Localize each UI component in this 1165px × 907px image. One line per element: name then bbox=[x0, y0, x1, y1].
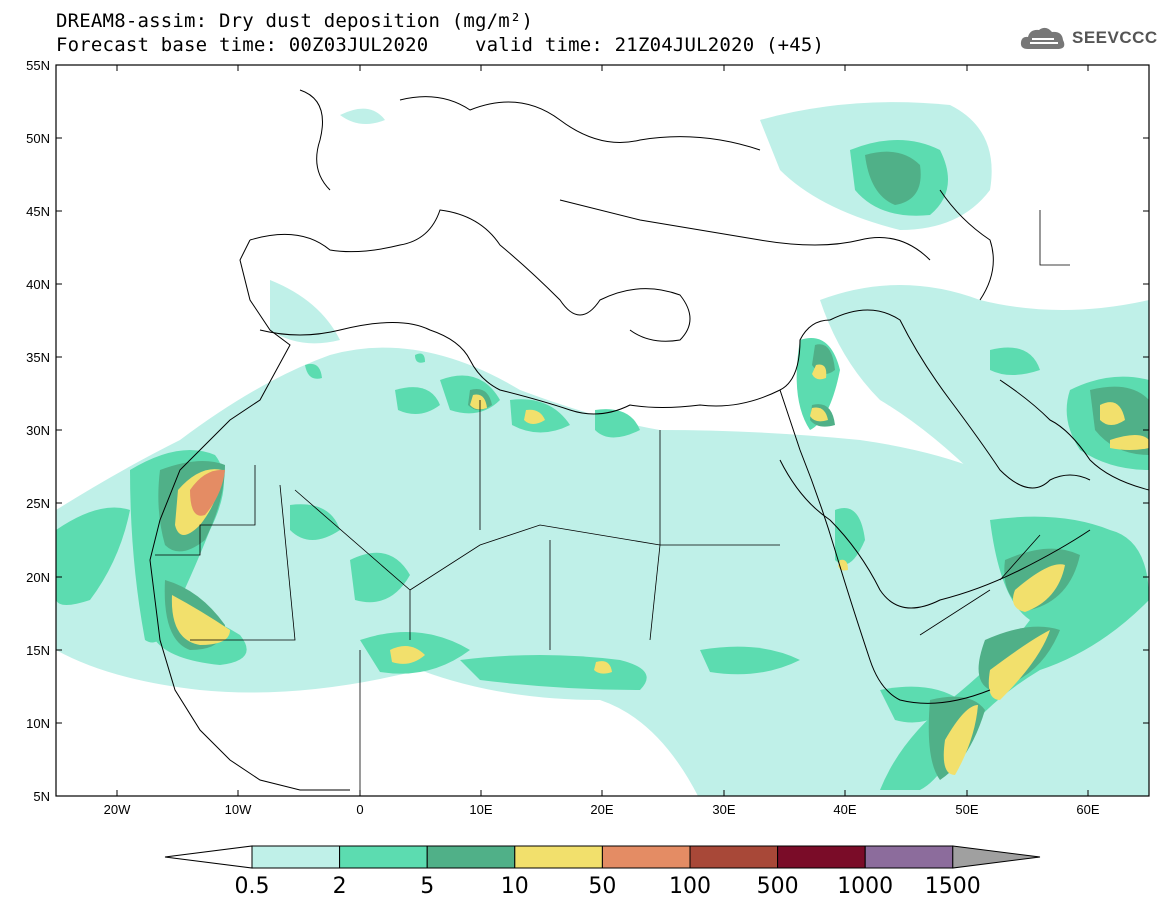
colorbar-label: 10 bbox=[501, 874, 529, 899]
lat-labels: 55N 50N 45N 40N 35N 30N 25N 20N 15N 10N … bbox=[26, 58, 50, 804]
colorbar-label: 500 bbox=[757, 874, 799, 899]
colorbar-low-arrow bbox=[164, 845, 253, 869]
colorbar-label: 2 bbox=[333, 874, 347, 899]
lon-label: 10W bbox=[225, 802, 252, 817]
colorbar-swatch bbox=[514, 845, 603, 869]
colorbar-swatch bbox=[689, 845, 779, 869]
colorbar-high-arrow bbox=[952, 845, 1041, 869]
colorbar-label: 50 bbox=[588, 874, 616, 899]
lat-label: 30N bbox=[26, 423, 50, 438]
lat-label: 15N bbox=[26, 643, 50, 658]
colorbar-swatch bbox=[426, 845, 516, 869]
colorbar-swatch bbox=[864, 845, 954, 869]
logo-text: SEEVCCC bbox=[1072, 28, 1158, 47]
lat-label: 35N bbox=[26, 350, 50, 365]
lat-label: 25N bbox=[26, 496, 50, 511]
colorbar-swatch bbox=[251, 845, 341, 869]
lat-label: 50N bbox=[26, 131, 50, 146]
lon-label: 10E bbox=[469, 802, 492, 817]
lat-ticks bbox=[56, 64, 1149, 724]
colorbar-swatch bbox=[339, 845, 428, 869]
lon-label: 0 bbox=[356, 802, 363, 817]
lon-label: 30E bbox=[712, 802, 735, 817]
forecast-times: Forecast base time: 00Z03JUL2020 valid t… bbox=[56, 34, 825, 56]
cloud-icon bbox=[1020, 27, 1065, 49]
dust-field bbox=[56, 102, 1149, 796]
colorbar-label: 100 bbox=[669, 874, 711, 899]
colorbar-label: 0.5 bbox=[235, 874, 270, 899]
political-borders bbox=[155, 210, 1070, 790]
lat-label: 20N bbox=[26, 570, 50, 585]
colorbar: 0.5 2 5 10 50 100 500 1000 1500 bbox=[164, 845, 1041, 899]
lon-label: 40E bbox=[833, 802, 856, 817]
colorbar-swatch bbox=[777, 845, 866, 869]
lat-label: 10N bbox=[26, 716, 50, 731]
colorbar-label: 5 bbox=[420, 874, 434, 899]
lon-label: 20W bbox=[104, 802, 131, 817]
lat-label: 55N bbox=[26, 58, 50, 73]
lat-label: 5N bbox=[33, 789, 50, 804]
map-title: DREAM8-assim: Dry dust deposition (mg/m²… bbox=[56, 10, 534, 32]
lon-label: 20E bbox=[590, 802, 613, 817]
lat-label: 45N bbox=[26, 204, 50, 219]
coastlines bbox=[149, 89, 1149, 791]
lat-label: 40N bbox=[26, 277, 50, 292]
seevccc-logo: SEEVCCC bbox=[1018, 22, 1158, 54]
colorbar-label: 1500 bbox=[925, 874, 981, 899]
lon-label: 50E bbox=[955, 802, 978, 817]
lon-labels: 20W 10W 0 10E 20E 30E 40E 50E 60E bbox=[104, 802, 1100, 817]
colorbar-label: 1000 bbox=[837, 874, 893, 899]
lon-label: 60E bbox=[1076, 802, 1099, 817]
lon-ticks bbox=[116, 65, 1089, 796]
colorbar-swatch bbox=[601, 845, 691, 869]
